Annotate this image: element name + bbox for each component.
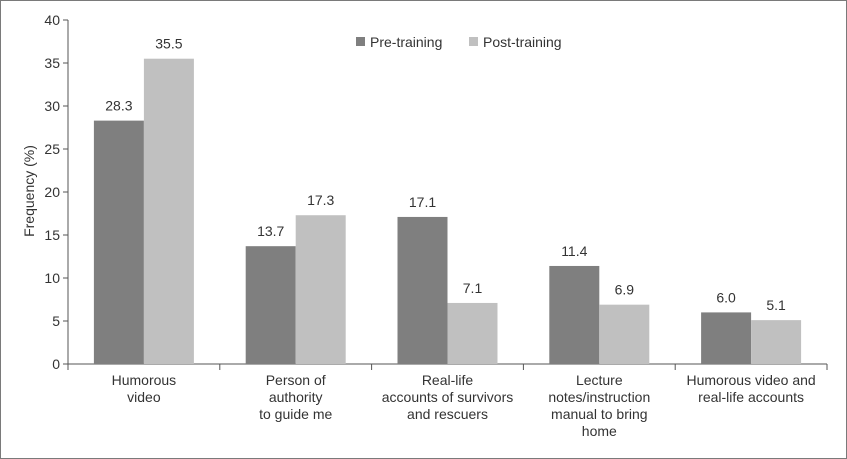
category-label: Humorous video xyxy=(112,372,177,405)
data-label: 7.1 xyxy=(463,280,483,296)
y-tick-label: 0 xyxy=(52,356,60,372)
category-label: Real-life accounts of survivors and rescue… xyxy=(382,372,514,422)
y-tick-label: 40 xyxy=(44,12,60,28)
category-label: Lecture notes/instruction manual to bring h… xyxy=(548,372,650,439)
category-label-line: Humorous xyxy=(112,372,177,388)
data-labels: 28.3 13.7 17.1 11.4 6.0 35.5 17.3 7.1 6.9 5.1 xyxy=(105,36,786,313)
category-label-line: real-life accounts xyxy=(698,389,804,405)
axes: 0 5 10 15 20 25 30 35 40 xyxy=(44,12,828,372)
data-label: 17.1 xyxy=(409,194,436,210)
y-axis-title: Frequency (%) xyxy=(21,145,37,237)
category-label: Humorous video and real-life accounts xyxy=(687,372,816,405)
bars xyxy=(93,58,802,365)
legend: Pre-training Post-training xyxy=(356,34,562,50)
legend-swatch xyxy=(356,37,365,46)
category-label-line: Person of xyxy=(266,372,326,388)
data-label: 17.3 xyxy=(307,192,334,208)
category-label-line: home xyxy=(582,423,617,439)
y-tick-label: 35 xyxy=(44,55,60,71)
bar-pre-training-0 xyxy=(93,120,144,365)
bar-pre-training-2 xyxy=(397,216,448,364)
category-label-line: Humorous video and xyxy=(687,372,816,388)
category-label-line: notes/instruction xyxy=(548,389,650,405)
data-label: 28.3 xyxy=(105,98,132,114)
data-label: 13.7 xyxy=(257,223,284,239)
category-label-line: to guide me xyxy=(259,406,332,422)
bar-post-training-2 xyxy=(447,302,498,364)
category-label-line: Lecture xyxy=(576,372,623,388)
y-tick-label: 20 xyxy=(44,184,60,200)
y-tick-label: 10 xyxy=(44,270,60,286)
bar-pre-training-4 xyxy=(701,312,752,364)
category-label-line: manual to bring xyxy=(551,406,648,422)
bar-pre-training-3 xyxy=(549,265,600,364)
bar-post-training-3 xyxy=(599,304,650,364)
data-label: 5.1 xyxy=(766,297,786,313)
category-label: Person of authority to guide me xyxy=(259,372,332,422)
bar-post-training-4 xyxy=(751,320,802,364)
y-tick-label: 30 xyxy=(44,98,60,114)
legend-label: Pre-training xyxy=(370,34,442,50)
category-labels: Humorous video Person of authority to guide … xyxy=(112,372,816,439)
legend-label: Post-training xyxy=(483,34,562,50)
category-label-line: accounts of survivors xyxy=(382,389,514,405)
category-label-line: authority xyxy=(269,389,323,405)
bar-post-training-1 xyxy=(295,215,346,364)
category-label-line: Real-life xyxy=(422,372,474,388)
y-tick-label: 5 xyxy=(52,313,60,329)
data-label: 6.9 xyxy=(615,282,635,298)
data-label: 11.4 xyxy=(561,243,587,259)
data-label: 6.0 xyxy=(716,289,736,305)
category-label-line: and rescuers xyxy=(407,406,488,422)
category-label-line: video xyxy=(127,389,161,405)
bar-pre-training-1 xyxy=(245,246,296,364)
bar-post-training-0 xyxy=(143,58,194,364)
y-tick-label: 15 xyxy=(44,227,60,243)
legend-swatch xyxy=(469,37,478,46)
y-tick-label: 25 xyxy=(44,141,60,157)
data-label: 35.5 xyxy=(155,36,182,52)
